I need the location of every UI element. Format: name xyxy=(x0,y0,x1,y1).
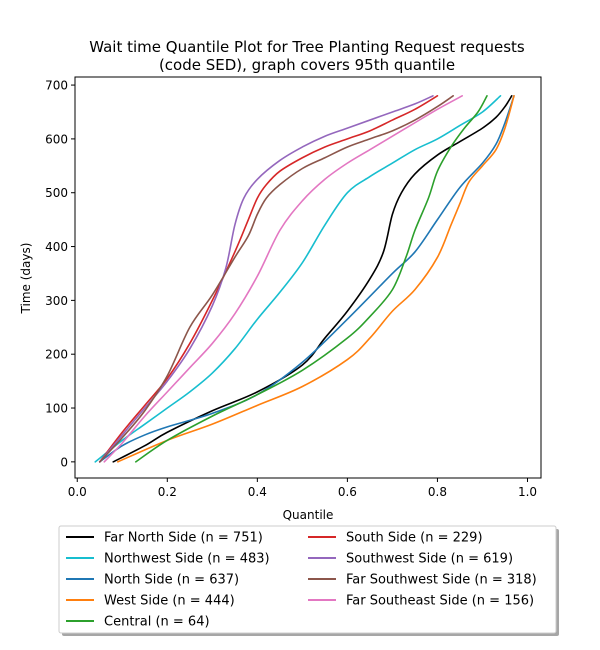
series-line-4 xyxy=(116,95,515,463)
legend-label-4: West Side (n = 444) xyxy=(104,594,235,609)
y-tick-label: 0 xyxy=(60,455,68,469)
plot-area-frame xyxy=(74,76,542,479)
series-line-3 xyxy=(98,95,515,463)
legend-label-8: Far Southwest Side (n = 318) xyxy=(346,573,537,588)
ticks-layer: 0.0 0.2 0.4 0.6 0.8 1.0 0 100 200 300 400 500 600 700 xyxy=(45,79,537,499)
legend-label-2: Northwest Side (n = 483) xyxy=(104,552,270,567)
legend-label-9: Far Southeast Side (n = 156) xyxy=(346,594,534,609)
legend-label-1: Far North Side (n = 751) xyxy=(104,531,263,546)
series-line-8 xyxy=(98,95,454,463)
legend-label-5: Central (n = 64) xyxy=(104,615,210,630)
legend-label-6: South Side (n = 229) xyxy=(346,531,483,546)
series-layer xyxy=(94,95,515,463)
series-line-5 xyxy=(134,95,488,463)
x-tick-label: 0.8 xyxy=(428,485,447,499)
series-line-1 xyxy=(112,95,513,463)
series-line-7 xyxy=(98,95,434,463)
x-tick-label: 0.2 xyxy=(158,485,177,499)
legend-label-7: Southwest Side (n = 619) xyxy=(346,552,513,567)
y-axis-label: Time (days) xyxy=(19,243,33,315)
x-tick-label: 0.4 xyxy=(248,485,267,499)
legend-items: Far North Side (n = 751) Northwest Side (… xyxy=(66,531,537,630)
x-tick-label: 1.0 xyxy=(518,485,537,499)
x-tick-label: 0.0 xyxy=(68,485,87,499)
y-tick-label: 500 xyxy=(45,186,68,200)
series-line-9 xyxy=(103,95,464,463)
y-tick-label: 300 xyxy=(45,294,68,308)
y-tick-label: 400 xyxy=(45,240,68,254)
legend-label-3: North Side (n = 637) xyxy=(104,573,239,588)
legend-frame xyxy=(58,525,557,634)
y-tick-label: 200 xyxy=(45,348,68,362)
x-axis-label: Quantile xyxy=(283,508,334,522)
legend: Far North Side (n = 751) Northwest Side (… xyxy=(58,525,559,636)
y-tick-label: 700 xyxy=(45,79,68,93)
series-line-6 xyxy=(98,95,439,463)
x-tick-label: 0.6 xyxy=(338,485,357,499)
chart-title-line-2: (code SED), graph covers 95th quantile xyxy=(159,56,455,74)
series-line-2 xyxy=(94,95,502,463)
y-tick-label: 100 xyxy=(45,402,68,416)
y-tick-label: 600 xyxy=(45,132,68,146)
chart-title-line-1: Wait time Quantile Plot for Tree Plantin… xyxy=(89,38,525,56)
